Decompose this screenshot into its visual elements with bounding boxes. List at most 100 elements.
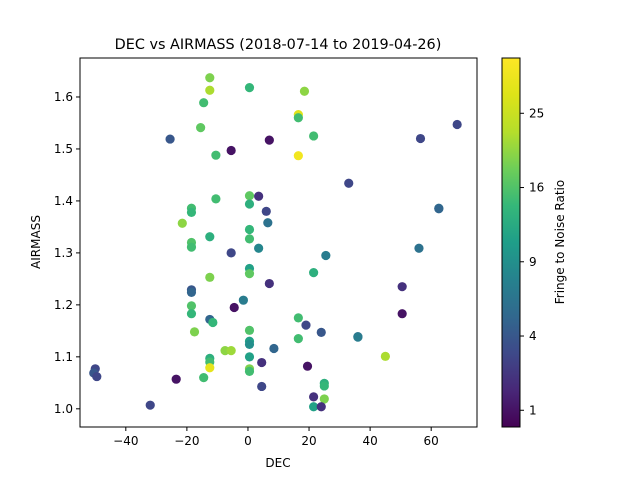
scatter-point [205,272,215,282]
y-axis-label: AIRMASS [29,215,43,269]
scatter-point [205,85,215,95]
scatter-point [199,373,209,383]
y-tick-label: 1.2 [54,298,73,312]
scatter-point [319,394,329,404]
scatter-point [186,287,197,297]
x-tick-label: 40 [362,434,377,448]
scatter-point [177,218,187,228]
scatter-point [244,366,255,376]
scatter-point [226,145,236,156]
scatter-point [244,83,255,93]
scatter-point [353,332,363,342]
scatter-point [293,113,303,123]
scatter-point [208,317,218,328]
colorbar-tick-label: 16 [529,181,544,195]
scatter-point [434,204,444,214]
scatter-point [145,400,155,410]
scatter-point [244,234,255,244]
y-tick-label: 1.4 [54,194,73,208]
y-tick-label: 1.1 [54,350,73,364]
scatter-point [196,123,206,133]
scatter-point [257,381,267,392]
colorbar-tick-label: 4 [529,329,537,343]
scatter-point [244,325,255,335]
scatter-point [186,301,197,311]
x-tick-label: 20 [301,434,316,448]
scatter-point [397,309,407,319]
scatter-point [319,381,329,391]
scatter-point [415,133,426,144]
scatter-point [263,218,273,228]
axes-frame [79,57,478,428]
x-tick-label: 0 [244,434,252,448]
y-tick-label: 1.5 [54,142,73,156]
scatter-point [244,339,255,349]
x-tick-label: −40 [113,434,138,448]
y-tick-label: 1.0 [54,402,73,416]
colorbar-gradient [501,57,521,428]
scatter-point [309,131,319,141]
y-tick-label: 1.3 [54,246,73,260]
scatter-point [211,150,221,160]
x-axis-ticks: −40 −20 0 20 40 60 [113,427,439,448]
colorbar-tick-label: 1 [529,403,537,417]
x-tick-label: −20 [174,434,199,448]
scatter-point [264,278,274,289]
scatter-point [244,352,255,362]
scatter-point [309,392,319,402]
colorbar-tick-label: 9 [529,255,537,269]
scatter-point [186,309,197,319]
scatter-point [165,134,175,144]
scatter-point [301,320,311,330]
scatter-point [293,313,303,323]
scatter-point [205,232,215,242]
colorbar-label: Fringe to Noise Ratio [553,180,567,305]
scatter-point [321,250,331,261]
scatter-point [244,191,255,201]
scatter-point [244,269,255,279]
colorbar-ticks: 1 4 9 16 25 [520,106,544,417]
scatter-point [189,327,200,337]
chart-title: DEC vs AIRMASS (2018-07-14 to 2019-04-26… [115,37,442,53]
scatter-point [211,194,221,204]
scatter-point [309,268,319,278]
scatter-point [257,357,267,368]
scatter-point [226,346,236,356]
scatter-point [205,363,215,373]
scatter-point [309,402,319,412]
scatter-point [238,295,248,305]
scatter-point [344,178,354,188]
scatter-point [269,343,279,354]
x-axis-label: DEC [265,456,290,470]
scatter-point [293,334,303,344]
scatter-point [171,374,181,384]
colorbar-tick-label: 25 [529,106,544,120]
scatter-point [226,248,236,258]
scatter-point [299,86,310,96]
scatter-point [261,206,271,216]
scatter-point [92,371,102,382]
scatter-point [302,361,313,371]
scatter-point [186,242,197,252]
y-axis-ticks: 1.0 1.1 1.2 1.3 1.4 1.5 1.6 [54,90,80,416]
scatter-point [244,199,255,209]
scatter-point [229,302,239,313]
scatter-point [452,119,462,130]
scatter-point [380,351,390,361]
scatter-point [244,224,255,235]
plot-area: −40 −20 0 20 40 60 1.0 1.1 1.2 1.3 1.4 1.5 1.6 [54,57,478,448]
scatter-points [89,73,462,412]
scatter-point [205,73,215,83]
scatter-point [293,151,303,161]
x-tick-label: 60 [424,434,439,448]
scatter-point [414,243,424,253]
scatter-point [316,327,326,338]
scatter-point [254,243,264,253]
scatter-point [397,282,407,292]
scatter-point [186,207,197,217]
y-tick-label: 1.6 [54,90,73,104]
scatter-point [264,135,274,145]
scatter-point [316,402,326,412]
scatter-point [254,191,264,201]
